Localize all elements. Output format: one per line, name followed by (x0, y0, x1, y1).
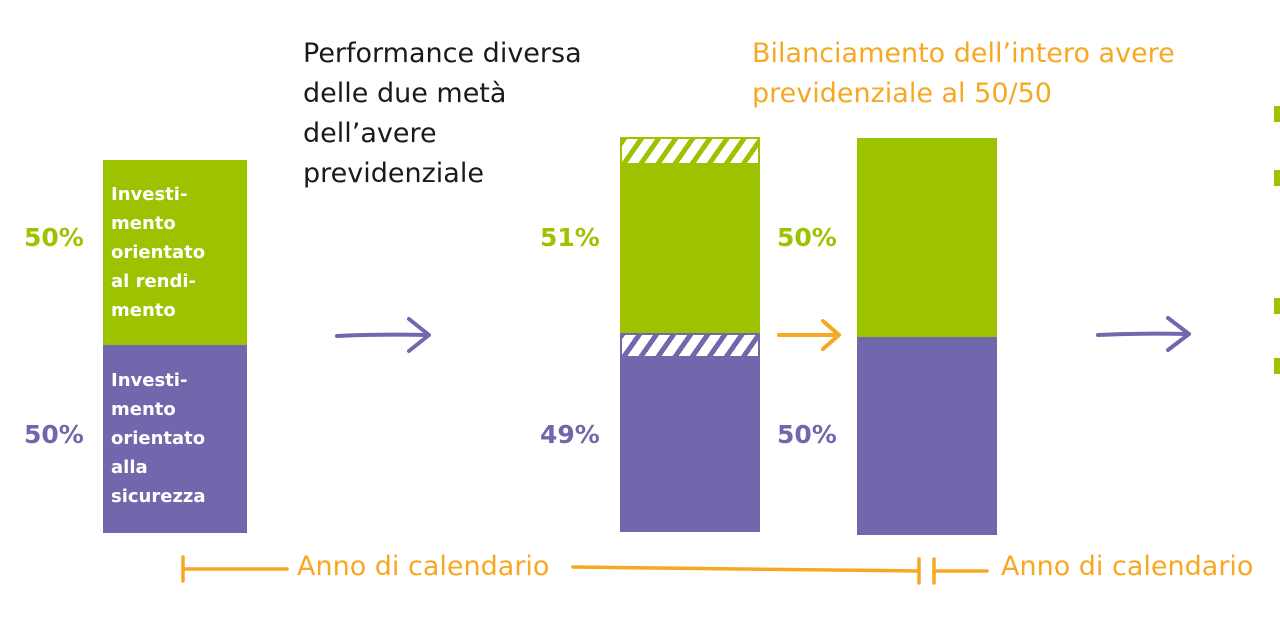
timeline-label: Anno di calendario (1001, 551, 1254, 582)
stage2-bottom-percent: 49% (540, 420, 600, 449)
stage2-bar-top (620, 165, 760, 333)
arrow-right-icon (777, 319, 841, 351)
stage1-bottom-percent: 50% (24, 420, 84, 449)
arrow-right-icon (335, 317, 431, 353)
stage1-top-percent: 50% (24, 223, 84, 252)
stage1-bar-bottom (103, 345, 247, 533)
stage3-bar-top (857, 138, 997, 337)
stage3-bar-bottom (857, 337, 997, 535)
partial-bullet (1274, 358, 1280, 374)
timeline-bracket-2 (932, 557, 989, 585)
stage2-heading: Performance diversa delle due metà dell’… (303, 38, 582, 189)
stage2-hatch-bottom (620, 333, 760, 358)
stage2-top-percent: 51% (540, 223, 600, 252)
stage1-bottom-label: Investi- mento orientato alla sicurezza (111, 370, 206, 507)
partial-bullet (1274, 106, 1280, 122)
partial-bullet (1274, 298, 1280, 314)
stage3-heading: Bilanciamento dell’intero avere previden… (752, 38, 1175, 109)
stage1-bar-top (103, 160, 247, 345)
stage3-top-percent: 50% (777, 223, 837, 252)
timeline-bracket-1 (181, 555, 921, 585)
arrow-right-icon (1096, 316, 1191, 352)
timeline-label: Anno di calendario (297, 551, 550, 582)
partial-bullet (1274, 170, 1280, 186)
stage2-bar-bottom (620, 358, 760, 532)
stage3-bottom-percent: 50% (777, 420, 837, 449)
stage1-top-label: Investi- mento orientato al rendi- mento (111, 184, 206, 321)
stage2-hatch-top (620, 137, 760, 165)
